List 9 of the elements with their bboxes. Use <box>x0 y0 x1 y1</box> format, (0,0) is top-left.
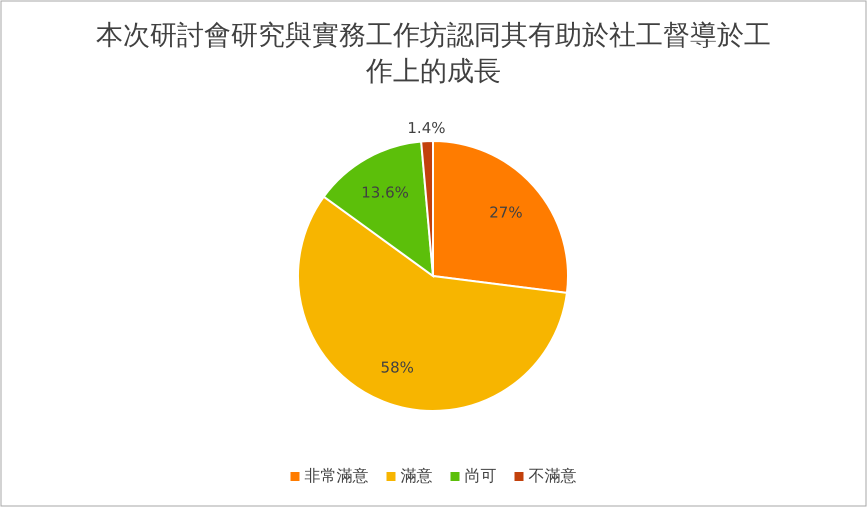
data-label: 27% <box>489 204 523 222</box>
legend-label: 非常滿意 <box>304 466 368 485</box>
data-label: 13.6% <box>361 183 409 202</box>
legend-label: 不滿意 <box>528 466 576 485</box>
legend-label: 尚可 <box>464 466 496 485</box>
chart-title: 本次研討會研究與實務工作坊認同其有助於社工督導於工作上的成長 <box>96 20 771 87</box>
data-label: 58% <box>380 358 414 376</box>
legend-label: 滿意 <box>400 466 432 485</box>
data-label: 1.4% <box>407 119 446 138</box>
